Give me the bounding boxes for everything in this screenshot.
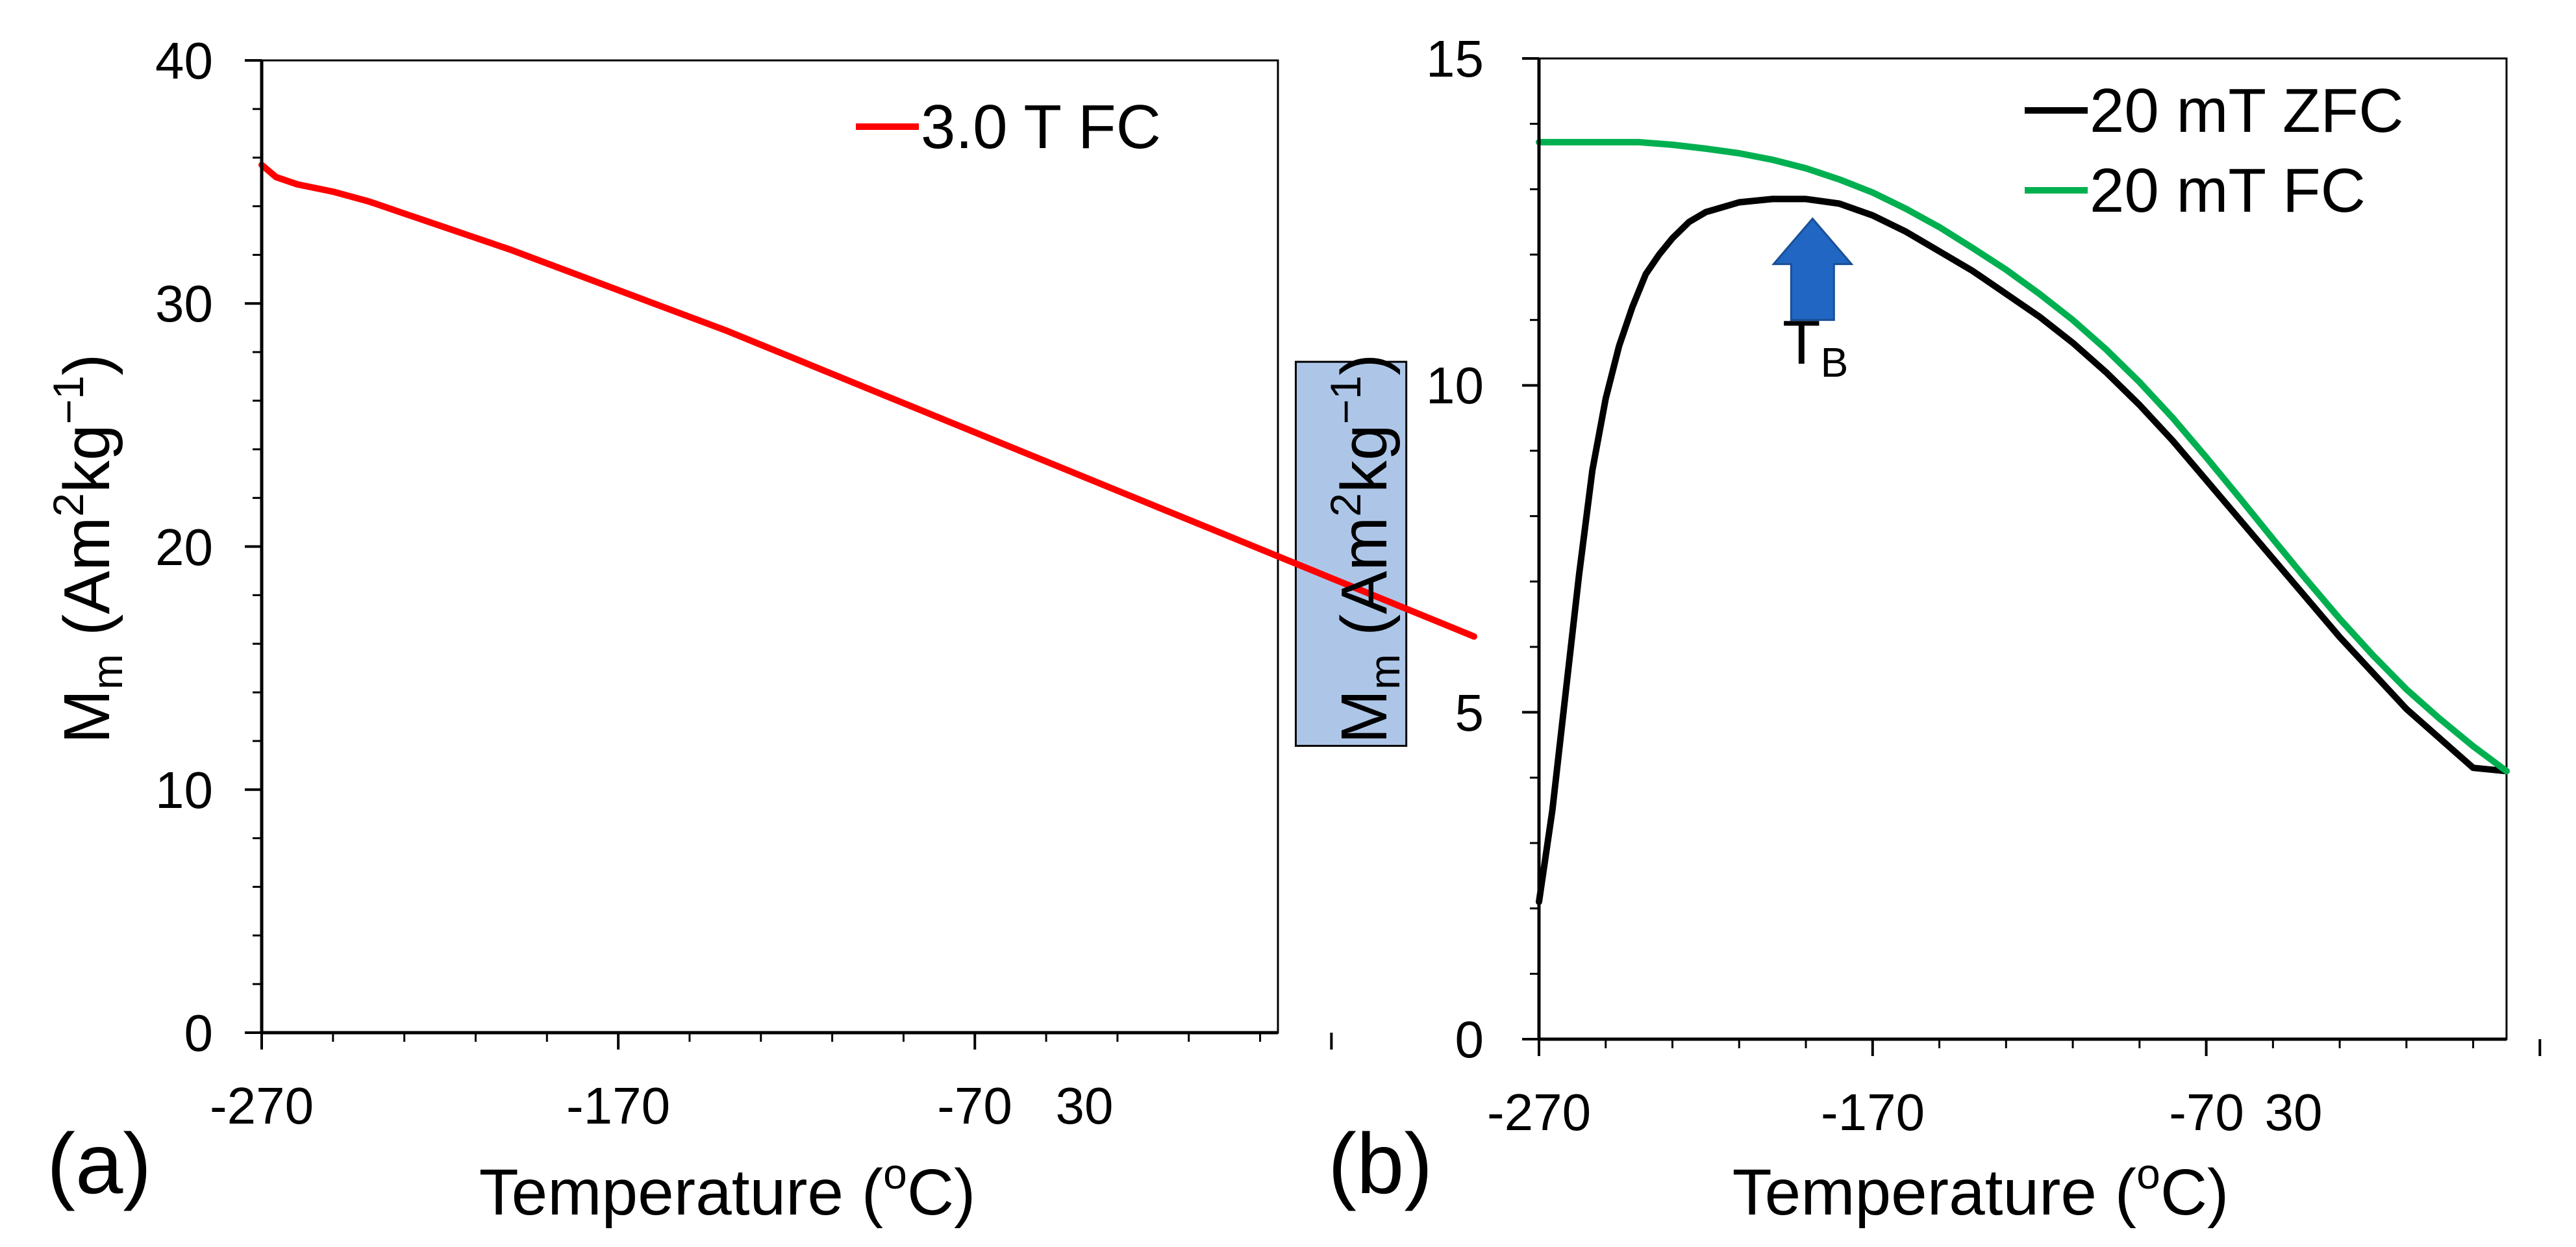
- panel-a-y-axis-title: Mm (Am2kg−1): [44, 354, 131, 744]
- panel-a-xtick-label: -70: [937, 1077, 1012, 1135]
- panel-a-series-line-1: [258, 161, 1477, 640]
- panel-a-ytick-label: 40: [155, 32, 213, 90]
- panel-b-label: (b): [1328, 1116, 1432, 1211]
- panel-b-ytick-label: 10: [1426, 357, 1484, 414]
- panel-a-xtick-label: 30: [1056, 1077, 1114, 1135]
- panel-b-series-line-2: [1536, 138, 2510, 775]
- panel-b-legend-label-zfc: 20 mT ZFC: [2090, 76, 2404, 145]
- panel-a-legend-label: 3.0 T FC: [921, 92, 1161, 162]
- panel-b-xtick-label: -270: [1487, 1083, 1591, 1141]
- panel-b-ytick-label: 15: [1426, 30, 1484, 88]
- panel-a-ytick-label: 0: [184, 1004, 214, 1062]
- panel-b-series-line-1: [1536, 195, 2510, 905]
- tb-arrow-icon: [1771, 217, 1854, 321]
- panel-b-xtick-label: -170: [1821, 1083, 1925, 1141]
- panel-b-y-axis-title: Mm (Am2kg−1): [1321, 354, 1408, 744]
- panel-a-label: (a): [47, 1116, 151, 1211]
- panel-b-xtick-label: -70: [2169, 1083, 2244, 1141]
- panel-a-series-group: [258, 161, 1477, 640]
- panel-b-ytick-label: 0: [1455, 1011, 1484, 1068]
- panel-a-plot-area: [260, 59, 1279, 1034]
- tb-annotation-label: TB: [1782, 308, 1848, 386]
- panel-b-ticks: [1522, 57, 2542, 1056]
- panel-a-ticks: [245, 59, 1333, 1050]
- panel-a-ytick-label: 20: [155, 518, 213, 576]
- panel-a-ytick-label: 30: [155, 275, 213, 333]
- panel-b-ytick-label: 5: [1455, 684, 1484, 742]
- panel-a-xtick-label: -270: [210, 1077, 314, 1135]
- panel-b-legend-label-fc: 20 mT FC: [2090, 156, 2366, 225]
- panel-a-xtick-label: -170: [566, 1077, 670, 1135]
- panel-b-plot-area: [1538, 57, 2508, 1040]
- panel-b-series-group: [1536, 138, 2510, 905]
- panel-b-x-axis-title: Temperature (oC): [1732, 1150, 2229, 1229]
- panel-a-ytick-label: 10: [155, 761, 213, 819]
- panel-a-x-axis-title: Temperature (oC): [479, 1150, 976, 1229]
- panel-a-highlight-box: [1294, 360, 1408, 747]
- panel-b: -270 -170 -70 30 0 5 10 15 Temperature (…: [1321, 30, 2542, 1229]
- panel-b-xtick-label: 30: [2265, 1083, 2323, 1141]
- panel-a: -270 -170 -70 30 0 10 20 30 40 Temperatu…: [44, 32, 1477, 1229]
